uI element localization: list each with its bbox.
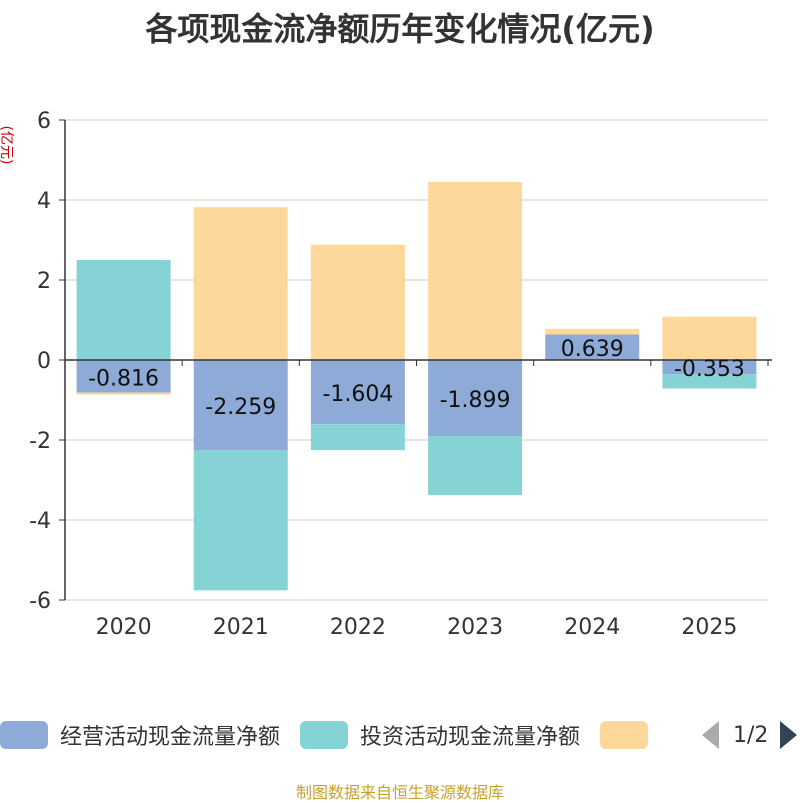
bar-series-1 <box>76 360 171 393</box>
legend: 经营活动现金流量净额 投资活动现金流量净额 <box>0 718 680 752</box>
bar-series-3 <box>193 207 288 360</box>
x-tick-label: 2020 <box>96 615 152 640</box>
data-label: -0.816 <box>88 366 159 391</box>
legend-swatch-third <box>600 721 649 749</box>
legend-item-third[interactable] <box>600 721 660 749</box>
x-tick-label: 2025 <box>681 615 737 640</box>
data-label: -2.259 <box>205 395 276 420</box>
pager-prev-icon[interactable] <box>702 721 719 749</box>
legend-label-investing: 投资活动现金流量净额 <box>360 725 581 750</box>
y-tick-label: 6 <box>37 109 51 134</box>
y-tick-label: 4 <box>37 189 51 214</box>
source-note: 制图数据来自恒生聚源数据库 <box>295 783 504 802</box>
bar-series-3 <box>545 328 640 335</box>
data-label: -1.899 <box>440 388 511 413</box>
legend-label-operating: 经营活动现金流量净额 <box>60 725 281 750</box>
bar-series-1 <box>545 334 640 360</box>
bar-series-2 <box>193 450 288 591</box>
pager-next-icon[interactable] <box>780 721 798 749</box>
legend-pager: 1/2 <box>702 718 798 752</box>
y-tick-label: -6 <box>29 589 51 614</box>
y-tick-label: 2 <box>37 269 51 294</box>
pager-text: 1/2 <box>733 722 769 748</box>
bar-series-2 <box>76 260 171 360</box>
bar-series-2 <box>662 374 757 389</box>
data-label: -0.353 <box>674 357 745 382</box>
x-tick-label: 2023 <box>447 615 503 640</box>
legend-item-operating[interactable]: 经营活动现金流量净额 <box>0 719 280 751</box>
bar-series-3 <box>76 392 171 395</box>
y-axis-unit: (亿元) <box>0 126 14 165</box>
bar-series-3 <box>310 244 405 360</box>
x-tick-label: 2024 <box>564 615 620 640</box>
legend-swatch-operating <box>0 721 48 749</box>
bar-series-1 <box>428 360 523 436</box>
y-tick-label: -4 <box>29 509 51 534</box>
data-label: 0.639 <box>561 337 624 362</box>
y-tick-label: -2 <box>29 429 51 454</box>
legend-item-investing[interactable]: 投资活动现金流量净额 <box>300 719 580 751</box>
bar-series-1 <box>662 360 757 375</box>
bar-series-2 <box>428 435 523 496</box>
bar-series-3 <box>662 316 757 360</box>
bar-series-2 <box>310 424 405 451</box>
y-tick-label: 0 <box>37 349 51 374</box>
bar-series-3 <box>428 182 523 360</box>
bar-series-1 <box>310 360 405 425</box>
x-tick-label: 2022 <box>330 615 386 640</box>
bar-series-1 <box>193 360 288 451</box>
legend-swatch-investing <box>300 721 349 749</box>
x-tick-label: 2021 <box>213 615 269 640</box>
data-label: -1.604 <box>322 382 393 407</box>
chart-title: 各项现金流净额历年变化情况(亿元) <box>145 10 655 48</box>
